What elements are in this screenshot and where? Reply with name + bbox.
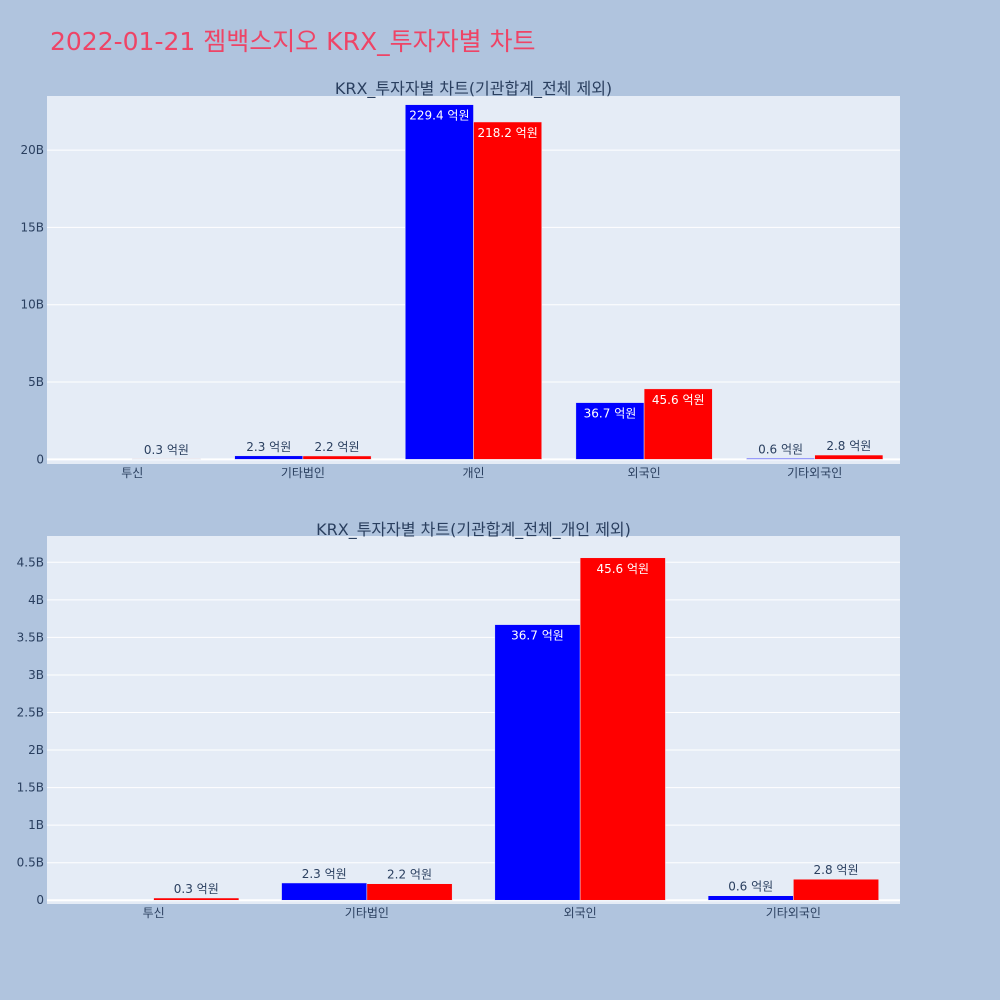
data-label: 45.6 억원	[652, 393, 705, 407]
y-tick-label: 0.5B	[17, 856, 44, 870]
bar	[814, 454, 884, 460]
data-label: 2.8 억원	[826, 439, 871, 453]
chart-1: 0 5B 10B 15B 20B KRX_투자자별 차트(기관합계_전체 제외) 투신 기타법…	[20, 79, 900, 480]
data-label: 2.3 억원	[302, 867, 347, 881]
bar	[153, 897, 240, 901]
y-tick-label: 0	[36, 452, 44, 466]
bar	[405, 104, 474, 460]
bar	[707, 895, 794, 901]
bar	[575, 402, 645, 460]
y-tick-label: 4.5B	[17, 555, 44, 569]
y-tick-label: 10B	[20, 298, 44, 312]
x-tick-label: 외국인	[628, 466, 661, 480]
page-title: 2022-01-21 젬백스지오 KRX_투자자별 차트	[50, 27, 536, 56]
data-label: 2.8 억원	[814, 863, 859, 877]
bar	[366, 883, 453, 901]
y-tick-label: 1.5B	[17, 781, 44, 795]
x-tick-label: 투신	[143, 906, 165, 920]
y-tick-label: 5B	[28, 375, 44, 389]
y-tick-label: 20B	[20, 143, 44, 157]
x-tick-label: 기타외국인	[766, 906, 821, 920]
y-tick-label: 3B	[28, 668, 44, 682]
y-tick-label: 1B	[28, 818, 44, 832]
y-tick-label: 2.5B	[17, 705, 44, 719]
x-tick-label: 외국인	[564, 906, 597, 920]
chart-title: KRX_투자자별 차트(기관합계_전체_개인 제외)	[316, 520, 631, 540]
data-label: 229.4 억원	[409, 109, 469, 123]
y-tick-label: 0	[36, 893, 44, 907]
x-tick-label: 기타법인	[281, 466, 325, 480]
bar	[473, 121, 542, 460]
y-tick-label: 3.5B	[17, 630, 44, 644]
data-label: 0.6 억원	[728, 880, 773, 894]
x-tick-label: 기타외국인	[787, 466, 842, 480]
bar	[793, 878, 879, 901]
data-label: 36.7 억원	[584, 407, 637, 421]
data-label: 2.2 억원	[315, 440, 360, 454]
bar	[579, 557, 666, 901]
y-tick-label: 2B	[28, 743, 44, 757]
data-label: 45.6 억원	[596, 562, 649, 576]
y-tick-label: 15B	[20, 220, 44, 234]
x-tick-label: 개인	[462, 466, 484, 480]
bar	[234, 455, 304, 460]
data-label: 36.7 억원	[511, 629, 564, 643]
x-tick-label: 기타법인	[345, 906, 389, 920]
data-label: 2.2 억원	[387, 868, 432, 882]
bar	[643, 388, 713, 460]
data-label: 0.3 억원	[174, 882, 219, 896]
plot-area	[47, 536, 900, 904]
bar	[281, 882, 368, 901]
data-label: 218.2 억원	[477, 126, 537, 140]
chart-title: KRX_투자자별 차트(기관합계_전체 제외)	[335, 79, 612, 99]
x-tick-label: 투신	[121, 466, 143, 480]
bar	[302, 455, 372, 460]
bar	[494, 624, 581, 901]
chart-2: 0 0.5B 1B 1.5B 2B 2.5B 3B 3.5B 4B 4.5B KRX_투자자별 차트…	[17, 520, 900, 920]
bar	[746, 458, 815, 460]
data-label: 0.6 억원	[758, 442, 803, 456]
data-label: 2.3 억원	[246, 440, 291, 454]
y-tick-label: 4B	[28, 593, 44, 607]
data-label: 0.3 억원	[144, 443, 189, 457]
